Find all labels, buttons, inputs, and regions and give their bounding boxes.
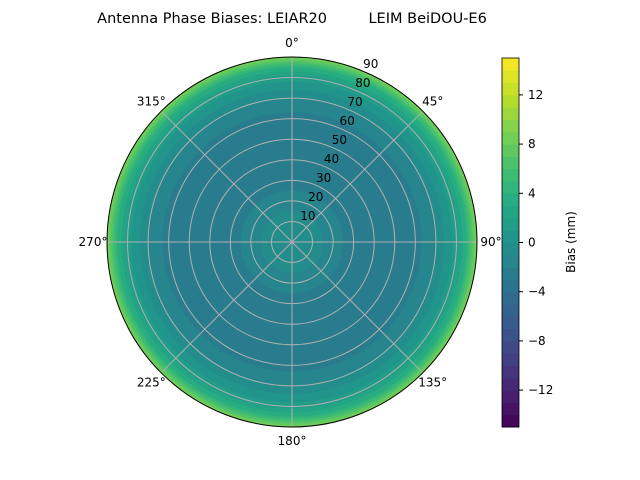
colorbar-level <box>502 316 519 330</box>
colorbar-level <box>502 328 519 342</box>
radial-tick-label: 70 <box>347 95 362 109</box>
radial-tick-label: 30 <box>316 171 331 185</box>
colorbar-level <box>502 168 519 182</box>
angular-tick-label: 0° <box>285 36 299 50</box>
angular-tick-label: 270° <box>79 235 108 249</box>
radial-tick-label: 90 <box>363 57 378 71</box>
radial-tick-label: 10 <box>300 209 315 223</box>
colorbar-level <box>502 156 519 170</box>
colorbar-level <box>502 291 519 305</box>
colorbar-tick-label: −12 <box>528 383 553 397</box>
angular-gridline <box>291 110 424 243</box>
colorbar-level <box>502 377 519 391</box>
radial-tick-label: 40 <box>324 152 339 166</box>
colorbar-level <box>502 205 519 219</box>
colorbar-tick-label: −4 <box>528 285 546 299</box>
chart-title: Antenna Phase Biases: LEIAR20 LEIM BeiDO… <box>97 11 487 27</box>
colorbar-level <box>502 82 519 96</box>
colorbar-level <box>502 390 519 403</box>
colorbar-level <box>502 181 519 194</box>
colorbar-level <box>502 414 519 428</box>
colorbar-tick-label: 8 <box>528 137 536 151</box>
angular-tick-label: 315° <box>137 94 166 108</box>
colorbar-level <box>502 193 519 207</box>
radial-tick-label: 50 <box>332 133 347 147</box>
colorbar-level <box>502 230 519 243</box>
colorbar-level <box>502 144 519 157</box>
colorbar-tick-label: 12 <box>528 88 543 102</box>
colorbar-label: Bias (mm) <box>564 211 578 273</box>
colorbar-level <box>502 254 519 268</box>
angular-gridline <box>160 241 293 374</box>
colorbar-level <box>502 94 519 108</box>
colorbar-level <box>502 242 519 256</box>
colorbar-level <box>502 365 519 379</box>
colorbar-level <box>502 70 519 84</box>
angular-gridline <box>291 241 424 374</box>
colorbar-level <box>502 119 519 133</box>
angular-tick-label: 90° <box>480 235 501 249</box>
colorbar-level <box>502 267 519 280</box>
angular-tick-label: 180° <box>278 434 307 448</box>
angular-tick-label: 45° <box>422 94 443 108</box>
radial-tick-label: 80 <box>355 76 370 90</box>
radial-tick-label: 60 <box>340 114 355 128</box>
angular-tick-label: 225° <box>137 376 166 390</box>
radial-tick-label: 20 <box>308 190 323 204</box>
colorbar-level <box>502 340 519 354</box>
colorbar-level <box>502 58 519 71</box>
colorbar-level <box>502 402 519 416</box>
colorbar-tick-label: 4 <box>528 186 536 200</box>
colorbar-level <box>502 279 519 293</box>
colorbar-tick-label: −8 <box>528 334 546 348</box>
colorbar-level <box>502 217 519 231</box>
colorbar-level <box>502 304 519 317</box>
plot-border <box>106 56 478 428</box>
colorbar-level <box>502 107 519 120</box>
angular-gridline <box>160 110 293 243</box>
colorbar-tick-label: 0 <box>528 236 536 250</box>
angular-tick-label: 135° <box>418 376 447 390</box>
colorbar-level <box>502 131 519 145</box>
colorbar-level <box>502 353 519 366</box>
